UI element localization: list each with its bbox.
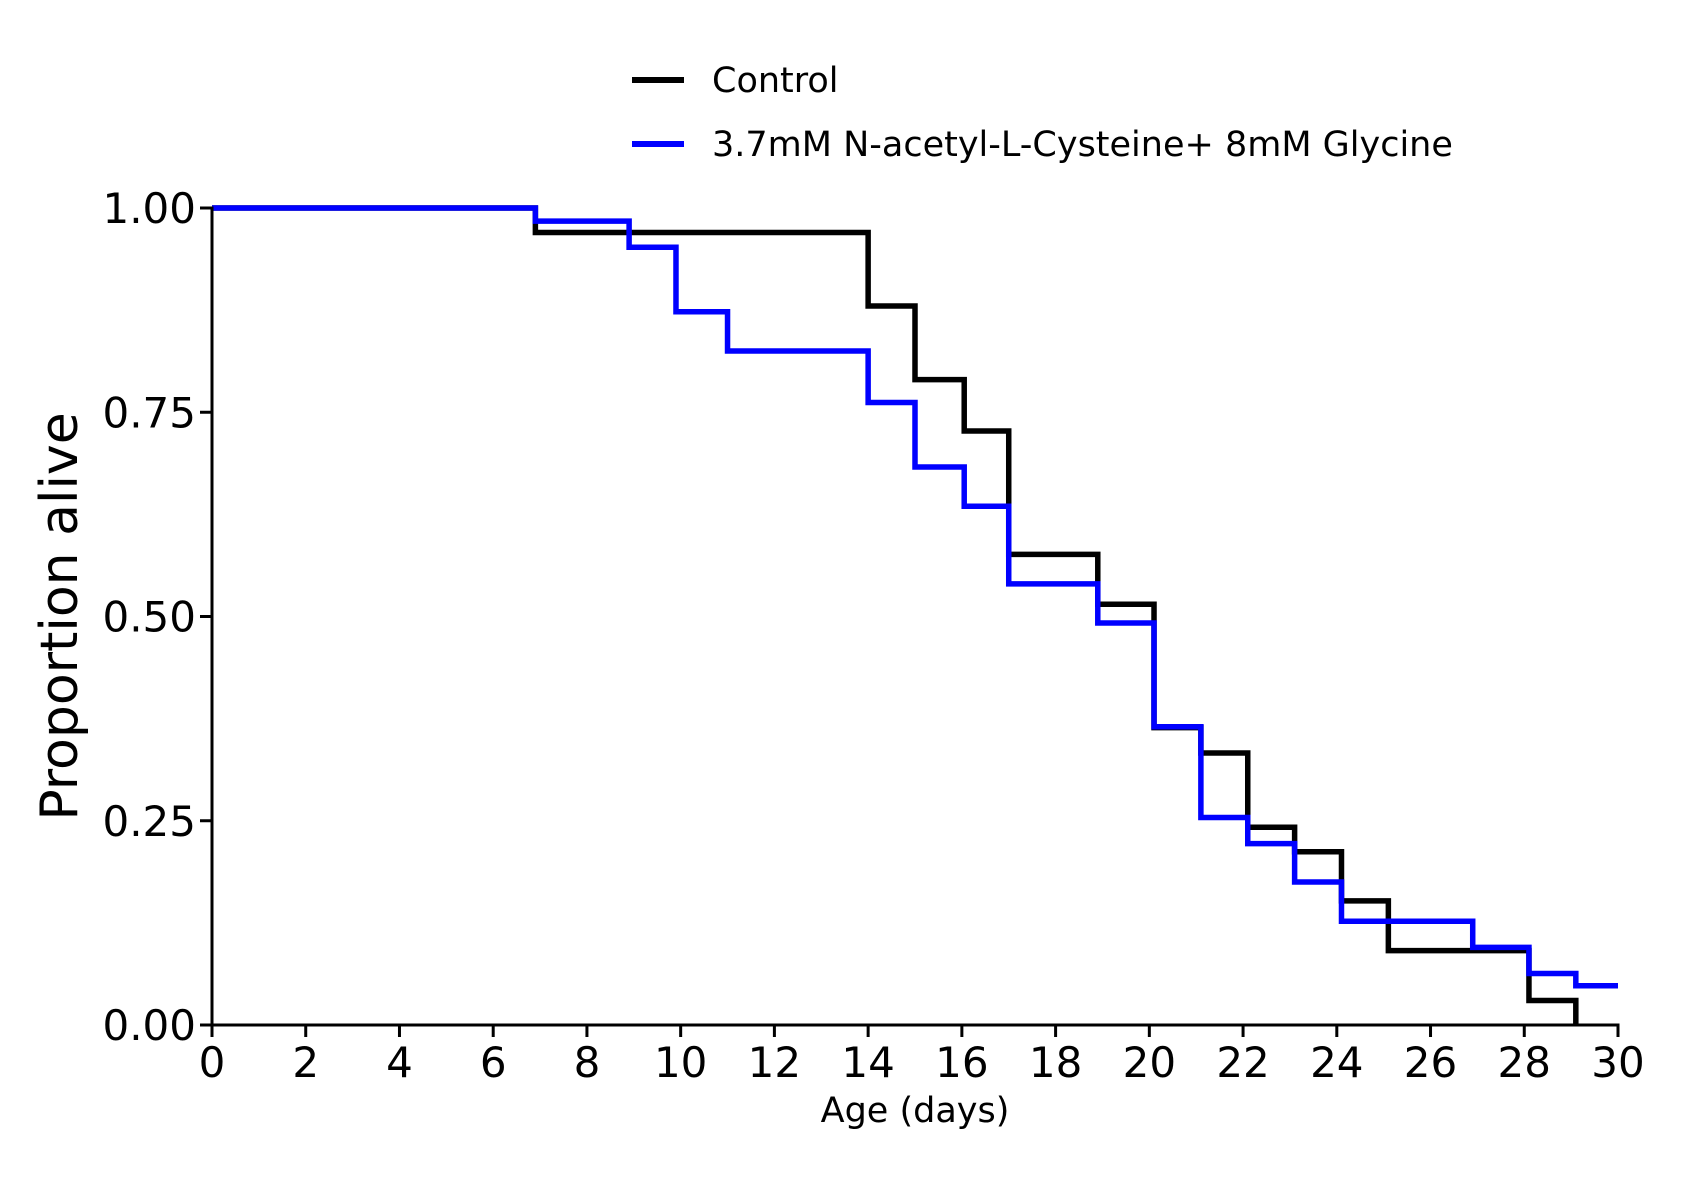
x-tick-label: 30 <box>1591 1038 1644 1087</box>
y-tick-label: 0.75 <box>102 388 196 437</box>
y-tick-label: 0.00 <box>102 1001 196 1050</box>
series-line-1 <box>212 205 1618 989</box>
x-tick-label: 2 <box>292 1038 319 1087</box>
y-axis: 0.00 0.25 0.50 0.75 1.00 <box>102 184 212 1050</box>
x-tick-label: 26 <box>1404 1038 1457 1087</box>
x-axis-label: Age (days) <box>821 1091 1010 1131</box>
legend-label-1: 3.7mM N-acetyl-L-Cysteine+ 8mM Glycine <box>712 125 1453 165</box>
x-tick-label: 16 <box>935 1038 988 1087</box>
y-axis-label: Proportion alive <box>30 412 90 820</box>
y-tick-label: 0.50 <box>102 593 196 642</box>
y-tick-label: 1.00 <box>102 184 196 233</box>
series-line-0 <box>212 205 1579 1025</box>
plot-lines <box>212 205 1618 1025</box>
x-tick-label: 0 <box>199 1038 226 1087</box>
x-tick-label: 28 <box>1498 1038 1551 1087</box>
x-tick-label: 22 <box>1216 1038 1269 1087</box>
x-tick-label: 6 <box>480 1038 507 1087</box>
x-tick-label: 4 <box>386 1038 413 1087</box>
x-tick-label: 14 <box>841 1038 894 1087</box>
x-axis: 0 2 4 6 8 10 12 14 16 18 20 22 24 26 28 30 <box>199 1025 1645 1087</box>
x-tick-label: 24 <box>1310 1038 1363 1087</box>
y-tick-label: 0.25 <box>102 797 196 846</box>
legend: Control 3.7mM N-acetyl-L-Cysteine+ 8mM Gl… <box>632 61 1453 165</box>
x-tick-label: 12 <box>748 1038 801 1087</box>
x-tick-label: 10 <box>654 1038 707 1087</box>
x-tick-label: 18 <box>1029 1038 1082 1087</box>
x-tick-label: 20 <box>1123 1038 1176 1087</box>
x-tick-label: 8 <box>574 1038 601 1087</box>
legend-label-0: Control <box>712 61 839 101</box>
